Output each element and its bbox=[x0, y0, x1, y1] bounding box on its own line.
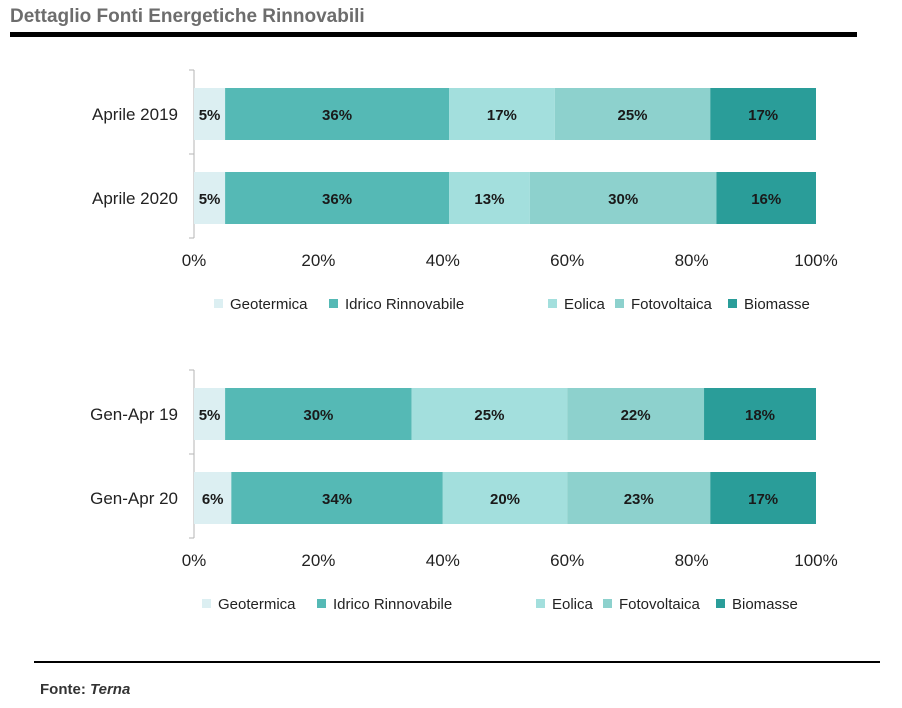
category-label: Aprile 2020 bbox=[92, 189, 178, 208]
data-label: 25% bbox=[474, 407, 504, 424]
data-label: 17% bbox=[748, 107, 778, 124]
data-label: 30% bbox=[608, 191, 638, 208]
legend-label: Idrico Rinnovabile bbox=[345, 296, 464, 313]
legend-label: Biomasse bbox=[744, 296, 810, 313]
data-label: 6% bbox=[202, 491, 224, 508]
footer-rule bbox=[34, 661, 880, 663]
category-label: Aprile 2019 bbox=[92, 105, 178, 124]
x-tick-label: 60% bbox=[550, 251, 584, 270]
data-label: 5% bbox=[199, 107, 221, 124]
bar-segment-fotovoltaica bbox=[567, 472, 711, 524]
bar-segment-geotermica bbox=[194, 172, 226, 224]
source-label: Fonte: bbox=[40, 681, 86, 698]
bar-segment-eolica bbox=[449, 88, 555, 140]
bar-segment-eolica bbox=[449, 172, 530, 224]
bar-segment-fotovoltaica bbox=[529, 172, 717, 224]
data-label: 20% bbox=[490, 491, 520, 508]
bar-segment-fotovoltaica bbox=[554, 88, 711, 140]
bar-segment-geotermica bbox=[194, 88, 226, 140]
bar-segment-eolica bbox=[442, 472, 568, 524]
source-name: Terna bbox=[90, 681, 131, 698]
source-note: Fonte: Terna bbox=[40, 681, 130, 698]
data-label: 36% bbox=[322, 191, 352, 208]
chart-svg: Gen-Apr 19 5% 30% 25% 22% 18% Gen-Apr 20 6% 34% 2… bbox=[90, 369, 838, 613]
x-tick-label: 40% bbox=[426, 251, 460, 270]
data-label: 25% bbox=[617, 107, 647, 124]
legend-swatch-fotovoltaica bbox=[615, 299, 624, 308]
legend-swatch-geotermica bbox=[214, 299, 223, 308]
bar-segment-geotermica bbox=[194, 388, 226, 440]
legend-swatch-eolica bbox=[536, 599, 545, 608]
bar-segment-biomasse bbox=[710, 88, 816, 140]
data-label: 17% bbox=[487, 107, 517, 124]
legend-label: Eolica bbox=[552, 596, 594, 613]
category-label: Gen-Apr 20 bbox=[90, 489, 178, 508]
x-tick-label: 0% bbox=[182, 551, 207, 570]
x-tick-label: 80% bbox=[675, 551, 709, 570]
legend-label: Eolica bbox=[564, 296, 606, 313]
data-label: 18% bbox=[745, 407, 775, 424]
bar-segment-biomasse bbox=[704, 388, 816, 440]
legend-swatch-idrico-rinnovabile bbox=[329, 299, 338, 308]
legend-label: Geotermica bbox=[230, 296, 308, 313]
data-label: 36% bbox=[322, 107, 352, 124]
data-label: 23% bbox=[624, 491, 654, 508]
bar-segment-biomasse bbox=[710, 472, 816, 524]
legend-swatch-fotovoltaica bbox=[603, 599, 612, 608]
legend-swatch-geotermica bbox=[202, 599, 211, 608]
chart-renewables-jan-apr: Gen-Apr 19 5% 30% 25% 22% 18% Gen-Apr 20 6% 34% 2… bbox=[0, 350, 902, 650]
bar-segment-eolica bbox=[411, 388, 568, 440]
bar-segment-idrico-rinnovabile bbox=[225, 388, 412, 440]
legend-label: Idrico Rinnovabile bbox=[333, 596, 452, 613]
legend-label: Fotovoltaica bbox=[631, 296, 713, 313]
x-tick-label: 0% bbox=[182, 251, 207, 270]
data-label: 13% bbox=[474, 191, 504, 208]
category-label: Gen-Apr 19 bbox=[90, 405, 178, 424]
legend-swatch-biomasse bbox=[716, 599, 725, 608]
data-label: 17% bbox=[748, 491, 778, 508]
legend-label: Fotovoltaica bbox=[619, 596, 701, 613]
x-tick-label: 40% bbox=[426, 551, 460, 570]
x-tick-label: 100% bbox=[794, 551, 837, 570]
x-tick-label: 20% bbox=[301, 551, 335, 570]
data-label: 5% bbox=[199, 407, 221, 424]
chart-renewables-april: Aprile 2019 5% 36% 17% 25% 17% Aprile 2020 5% 36… bbox=[0, 50, 902, 350]
legend-swatch-biomasse bbox=[728, 299, 737, 308]
bar-segment-biomasse bbox=[716, 172, 816, 224]
legend-label: Geotermica bbox=[218, 596, 296, 613]
bar-segment-idrico-rinnovabile bbox=[231, 472, 443, 524]
x-tick-label: 100% bbox=[794, 251, 837, 270]
data-label: 30% bbox=[303, 407, 333, 424]
legend-label: Biomasse bbox=[732, 596, 798, 613]
bar-segment-idrico-rinnovabile bbox=[225, 88, 450, 140]
data-label: 16% bbox=[751, 191, 781, 208]
data-label: 5% bbox=[199, 191, 221, 208]
data-label: 34% bbox=[322, 491, 352, 508]
x-tick-label: 20% bbox=[301, 251, 335, 270]
x-tick-label: 60% bbox=[550, 551, 584, 570]
x-tick-label: 80% bbox=[675, 251, 709, 270]
title-rule bbox=[10, 32, 857, 37]
legend-swatch-eolica bbox=[548, 299, 557, 308]
data-label: 22% bbox=[621, 407, 651, 424]
bar-segment-idrico-rinnovabile bbox=[225, 172, 450, 224]
chart-svg: Aprile 2019 5% 36% 17% 25% 17% Aprile 2020 5% 36… bbox=[92, 69, 838, 313]
page-title: Dettaglio Fonti Energetiche Rinnovabili bbox=[10, 6, 365, 27]
legend-swatch-idrico-rinnovabile bbox=[317, 599, 326, 608]
bar-segment-fotovoltaica bbox=[567, 388, 705, 440]
bar-segment-geotermica bbox=[194, 472, 232, 524]
